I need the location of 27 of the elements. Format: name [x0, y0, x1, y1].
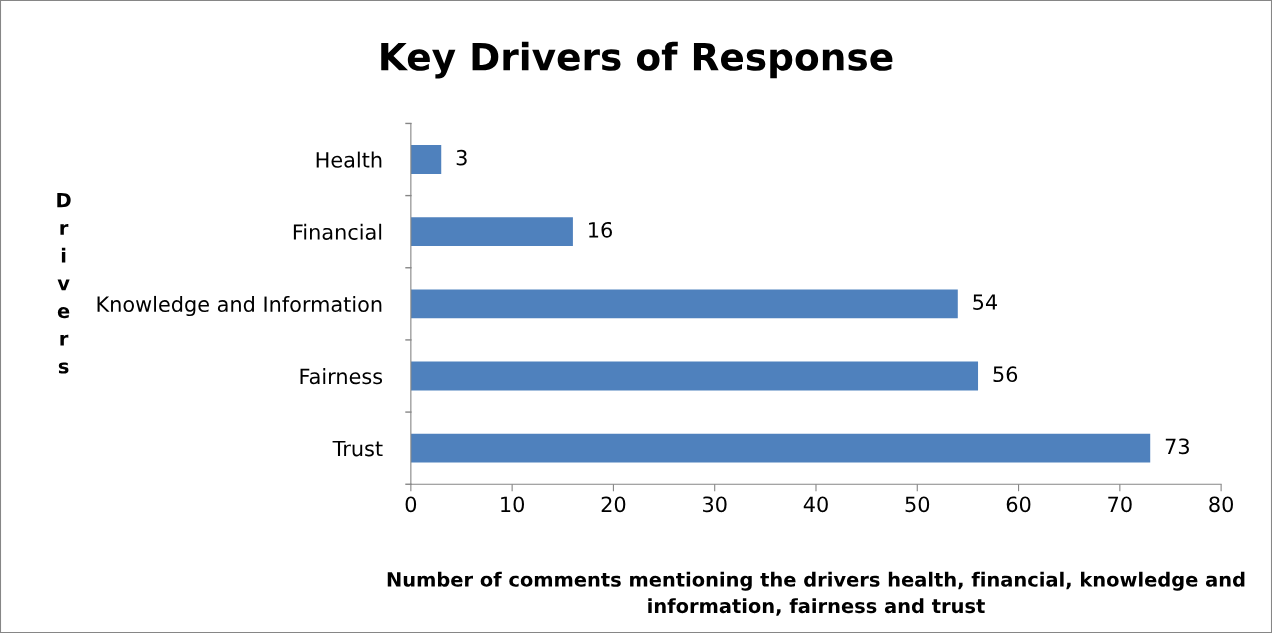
data-label: 54: [973, 294, 998, 310]
y-tick-label: Financial: [293, 223, 382, 240]
bar: [410, 433, 1151, 463]
data-label: 3: [456, 149, 467, 166]
x-axis-title: Number of comments mentioning the drivers health, financial, knowledge and information, fairness and trust: [387, 571, 1245, 616]
x-tick-label: 0: [405, 496, 417, 513]
x-tick-label: 80: [1209, 496, 1233, 513]
bar: [410, 289, 958, 319]
data-label: 16: [589, 221, 612, 238]
data-label: 73: [1165, 438, 1189, 455]
y-tick-label: Fairness: [300, 368, 383, 385]
x-tick-label: 20: [601, 496, 626, 513]
x-tick-label: 10: [501, 496, 525, 513]
bar: [410, 145, 442, 174]
x-tick-label: 40: [803, 496, 828, 513]
x-tick-label: 30: [703, 496, 727, 513]
bar: [410, 217, 573, 247]
bar: [410, 361, 979, 391]
data-label: 56: [993, 366, 1018, 383]
x-tick-label: 50: [905, 496, 930, 513]
x-tick-label: 70: [1108, 496, 1132, 513]
y-axis-title: Drivers: [57, 192, 71, 374]
chart-title: Key Drivers of Response: [381, 41, 893, 79]
y-tick-label: Knowledge and Information: [97, 295, 382, 317]
y-tick-label: Trust: [332, 440, 383, 457]
y-tick-label: Health: [316, 151, 382, 168]
x-tick-label: 60: [1006, 496, 1031, 513]
